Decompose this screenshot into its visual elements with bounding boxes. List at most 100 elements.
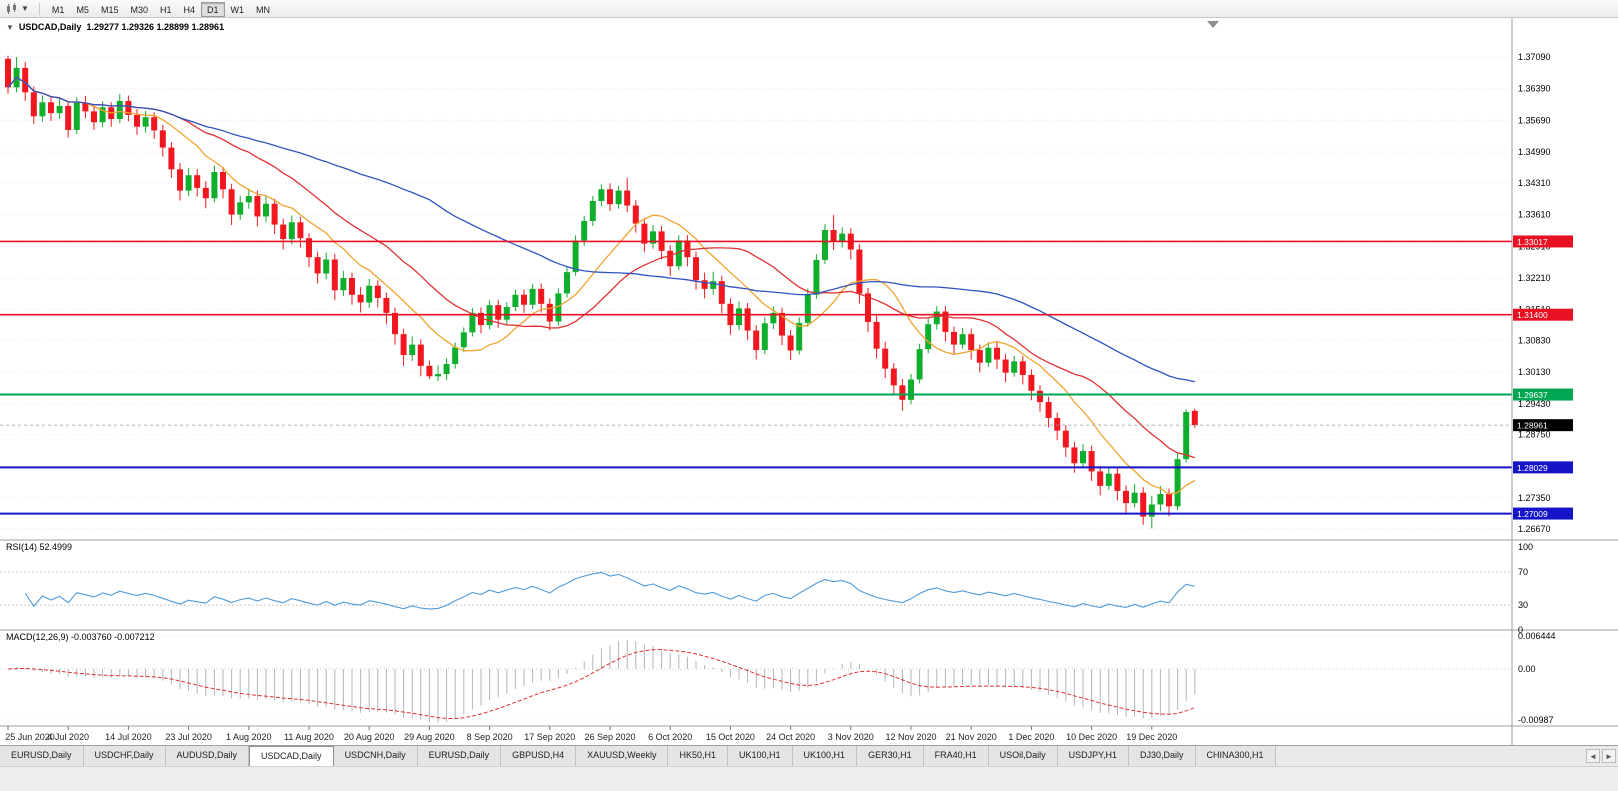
tab-16-china300-h1[interactable]: CHINA300,H1 [1195, 746, 1276, 766]
svg-text:1.29637: 1.29637 [1517, 390, 1548, 400]
macd-signal-line [7, 649, 1195, 720]
svg-text:3 Nov 2020: 3 Nov 2020 [828, 732, 874, 742]
svg-text:17 Sep 2020: 17 Sep 2020 [524, 732, 575, 742]
chart-title: ▼ USDCAD,Daily 1.29277 1.29326 1.28899 1… [6, 22, 224, 32]
tab-3-usdcad-daily[interactable]: USDCAD,Daily [249, 746, 334, 766]
timeframe-w1-button[interactable]: W1 [225, 2, 251, 17]
svg-text:14 Jul 2020: 14 Jul 2020 [105, 732, 152, 742]
candlestick-chart-icon[interactable] [4, 2, 20, 16]
svg-text:6 Oct 2020: 6 Oct 2020 [648, 732, 692, 742]
horizontal-level-lines[interactable] [0, 240, 1512, 515]
chart-shift-marker-icon[interactable] [1207, 21, 1219, 28]
svg-text:24 Oct 2020: 24 Oct 2020 [766, 732, 815, 742]
svg-text:19 Dec 2020: 19 Dec 2020 [1126, 732, 1177, 742]
rsi-name: RSI(14) [6, 542, 38, 552]
svg-text:21 Nov 2020: 21 Nov 2020 [946, 732, 997, 742]
tab-8-hk50-h1[interactable]: HK50,H1 [668, 746, 728, 766]
svg-text:1.30130: 1.30130 [1518, 367, 1551, 377]
tab-scroll-right-icon[interactable]: ► [1602, 749, 1616, 763]
tab-13-usoil-daily[interactable]: USOil,Daily [988, 746, 1058, 766]
tab-0-eurusd-daily[interactable]: EURUSD,Daily [0, 746, 84, 766]
rsi-value: 52.4999 [39, 542, 73, 552]
svg-text:1.30830: 1.30830 [1518, 336, 1551, 346]
tab-15-dj30-daily[interactable]: DJ30,Daily [1129, 746, 1196, 766]
svg-text:1 Aug 2020: 1 Aug 2020 [226, 732, 272, 742]
price-tag [1513, 308, 1573, 321]
chart-window: 1.37090 1.36390 1.35690 1.34990 1.34310 1.336… [0, 18, 1618, 745]
svg-text:4 Jul 2020: 4 Jul 2020 [47, 732, 89, 742]
chart-symbol-timeframe: USDCAD,Daily [18, 22, 82, 32]
timeframe-mn-button[interactable]: MN [250, 2, 276, 17]
svg-text:1.33017: 1.33017 [1517, 237, 1548, 247]
timeframe-buttons: M1 M5 M15 M30 H1 H4 D1 W1 MN [46, 0, 276, 18]
svg-text:8 Sep 2020: 8 Sep 2020 [467, 732, 513, 742]
timeframe-toolbar: ▼ M1 M5 M15 M30 H1 H4 D1 W1 MN [0, 0, 1618, 18]
tab-5-eurusd-daily[interactable]: EURUSD,Daily [417, 746, 502, 766]
svg-text:30: 30 [1518, 600, 1528, 610]
chart-ohlc-values: 1.29277 1.29326 1.28899 1.28961 [86, 22, 225, 32]
tab-4-usdcnh-daily[interactable]: USDCNH,Daily [333, 746, 418, 766]
svg-text:23 Jul 2020: 23 Jul 2020 [165, 732, 212, 742]
svg-text:0.00: 0.00 [1518, 664, 1536, 674]
toolbar-separator [38, 2, 40, 15]
caret-down-icon[interactable]: ▼ [21, 4, 29, 13]
svg-text:20 Aug 2020: 20 Aug 2020 [344, 732, 395, 742]
tab-6-gbpusd-h4[interactable]: GBPUSD,H4 [501, 746, 577, 766]
timeframe-d1-button[interactable]: D1 [201, 2, 225, 17]
tab-scroll-left-icon[interactable]: ◄ [1586, 749, 1600, 763]
svg-text:25 Jun 2020: 25 Jun 2020 [5, 732, 55, 742]
timeframe-h1-button[interactable]: H1 [154, 2, 178, 17]
timeframe-m5-button[interactable]: M5 [70, 2, 95, 17]
svg-text:70: 70 [1518, 567, 1528, 577]
tab-1-usdchf-daily[interactable]: USDCHF,Daily [83, 746, 166, 766]
price-tag [1513, 419, 1573, 432]
tab-11-ger30-h1[interactable]: GER30,H1 [857, 746, 924, 766]
rsi-label: RSI(14) 52.4999 [6, 542, 73, 552]
price-chart[interactable]: 1.37090 1.36390 1.35690 1.34990 1.34310 1.336… [0, 18, 1618, 745]
svg-text:12 Nov 2020: 12 Nov 2020 [885, 732, 936, 742]
svg-text:1.28029: 1.28029 [1517, 463, 1548, 473]
svg-text:1.31400: 1.31400 [1517, 310, 1548, 320]
tab-2-audusd-daily[interactable]: AUDUSD,Daily [165, 746, 250, 766]
macd-panel: 0.006444 0.00 -0.00987 [0, 631, 1556, 725]
svg-text:1.28750: 1.28750 [1518, 430, 1551, 440]
tab-scroll-controls: ◄ ► [1586, 749, 1616, 763]
macd-name: MACD(12,26,9) [6, 632, 69, 642]
ma-medium-line [7, 76, 1196, 459]
svg-text:100: 100 [1518, 542, 1533, 552]
timeframe-m15-button[interactable]: M15 [95, 2, 125, 17]
price-tag [1513, 461, 1573, 474]
ma-slow-line [7, 76, 1195, 383]
svg-text:1.28961: 1.28961 [1517, 421, 1548, 431]
timeframe-m1-button[interactable]: M1 [46, 2, 71, 17]
svg-text:1.36390: 1.36390 [1518, 84, 1551, 94]
collapse-arrow-icon[interactable]: ▼ [6, 22, 14, 32]
svg-text:-0.00987: -0.00987 [1518, 715, 1554, 725]
candlestick-glyph [7, 2, 16, 14]
tab-14-usdjpy-h1[interactable]: USDJPY,H1 [1057, 746, 1129, 766]
svg-text:1.29430: 1.29430 [1518, 399, 1551, 409]
tab-9-uk100-h1[interactable]: UK100,H1 [728, 746, 793, 766]
timeframe-m30-button[interactable]: M30 [124, 2, 154, 17]
svg-text:1.33610: 1.33610 [1518, 210, 1551, 220]
svg-text:11 Aug 2020: 11 Aug 2020 [284, 732, 334, 742]
svg-text:1.34990: 1.34990 [1518, 147, 1551, 157]
svg-text:29 Aug 2020: 29 Aug 2020 [404, 732, 455, 742]
svg-text:0.006444: 0.006444 [1518, 631, 1556, 641]
svg-text:15 Oct 2020: 15 Oct 2020 [706, 732, 755, 742]
svg-text:1.37090: 1.37090 [1518, 52, 1551, 62]
ma-fast-line [7, 76, 1196, 495]
svg-text:1.26670: 1.26670 [1518, 524, 1551, 534]
tab-7-xauusd-weekly[interactable]: XAUUSD,Weekly [576, 746, 669, 766]
price-tag [1513, 388, 1573, 401]
svg-text:1.32210: 1.32210 [1518, 273, 1551, 283]
moving-average-lines [7, 76, 1196, 495]
svg-text:1.34310: 1.34310 [1518, 178, 1551, 188]
tab-12-fra40-h1[interactable]: FRA40,H1 [923, 746, 989, 766]
timeframe-h4-button[interactable]: H4 [178, 2, 202, 17]
macd-values: -0.003760 -0.007212 [71, 632, 155, 642]
tab-10-uk100-h1[interactable]: UK100,H1 [792, 746, 858, 766]
chart-background [0, 18, 1618, 745]
svg-text:26 Sep 2020: 26 Sep 2020 [584, 732, 635, 742]
